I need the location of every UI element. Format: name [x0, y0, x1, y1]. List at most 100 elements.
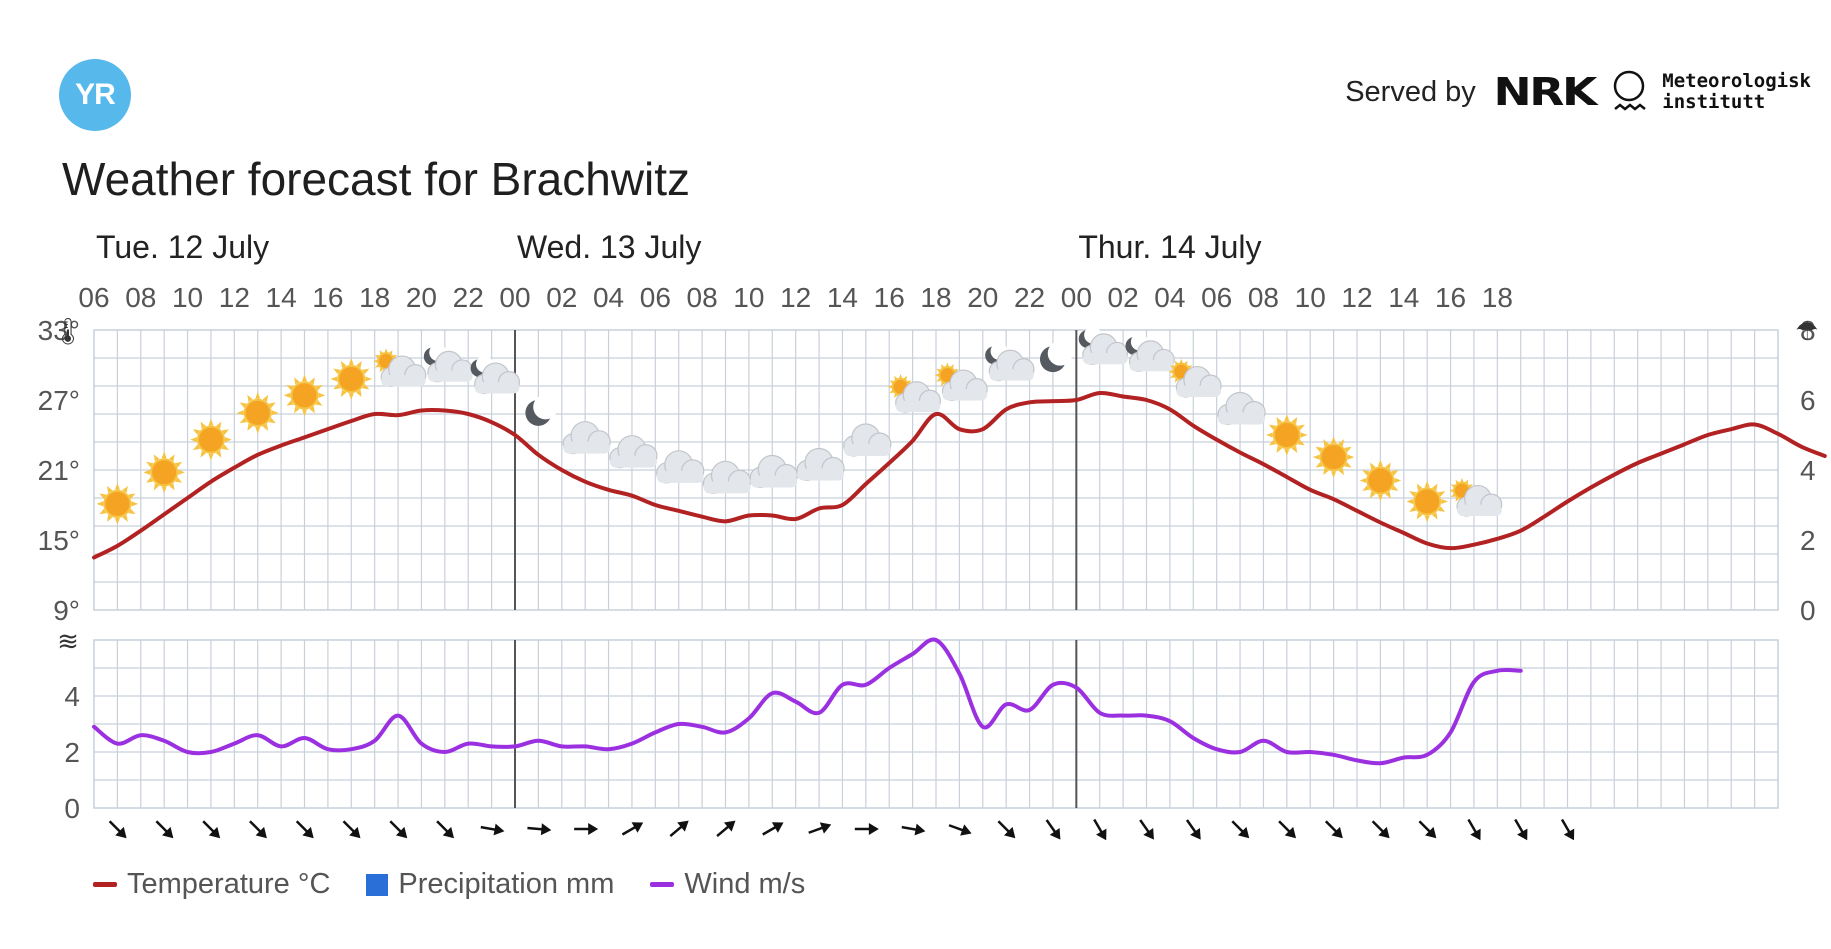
wind-arrow-icon — [249, 820, 267, 839]
wind-arrow-icon — [202, 820, 221, 839]
hour-label: 04 — [1154, 282, 1185, 313]
wind-arrow-icon — [901, 823, 926, 836]
hour-label: 18 — [920, 282, 951, 313]
day-label: Thur. 14 July — [1078, 229, 1261, 265]
precip-axis-label: 0 — [1800, 595, 1816, 626]
wind-axis-label: 4 — [64, 681, 80, 712]
partly-cloudy-night-icon — [427, 350, 474, 383]
wind-arrow-icon — [1371, 820, 1390, 839]
legend-temperature[interactable]: Temperature °C — [93, 868, 330, 901]
hour-label: 16 — [874, 282, 905, 313]
wind-swatch — [650, 882, 675, 887]
page-title: Weather forecast for Brachwitz — [62, 153, 691, 205]
partly-cloudy-night-icon — [1082, 333, 1129, 365]
legend: Temperature °C Precipitation mm Wind m/s — [93, 868, 805, 901]
hour-label: 14 — [1388, 282, 1419, 313]
hour-label: 22 — [453, 282, 484, 313]
temperature-swatch — [93, 882, 117, 887]
wind-arrow-icon — [389, 820, 408, 839]
cloud-icon — [843, 423, 892, 457]
wind-arrow-icon — [669, 820, 689, 838]
hour-label: 18 — [359, 282, 390, 313]
precip-axis-label: 2 — [1800, 525, 1816, 556]
hour-label: 02 — [546, 282, 577, 313]
partly-cloudy-night-icon — [1128, 340, 1175, 372]
cloud-icon — [609, 435, 658, 469]
wind-arrow-icon — [1514, 818, 1528, 841]
wind-arrow-icon — [1045, 819, 1061, 840]
wind-arrow-icon — [1560, 818, 1575, 841]
yr-logo[interactable]: YR — [59, 59, 131, 131]
wind-arrow-icon — [1139, 819, 1154, 840]
wind-icon: ≋ — [57, 626, 79, 656]
partly-cloudy-day-icon — [895, 381, 941, 413]
legend-wind[interactable]: Wind m/s — [650, 868, 805, 901]
partly-cloudy-night-icon — [988, 349, 1035, 382]
day-label: Wed. 13 July — [517, 229, 701, 265]
wind-arrow-icon — [1185, 819, 1201, 840]
partly-cloudy-day-icon — [941, 369, 988, 402]
moon-icon — [525, 394, 558, 426]
wind-arrow-icon — [108, 820, 127, 839]
wind-arrow-icon — [1324, 820, 1343, 839]
met-line1: Meteorologisk — [1662, 70, 1811, 92]
umbrella-icon: ☂ — [1795, 316, 1818, 346]
hour-label: 14 — [827, 282, 858, 313]
temp-axis-label: 21° — [38, 455, 80, 486]
sun-icon — [143, 451, 185, 494]
temp-axis-label: 33° — [38, 315, 80, 346]
wind-axis-label: 0 — [64, 793, 80, 824]
nrk-logo[interactable]: NRK — [1493, 70, 1597, 114]
wind-arrow-icon — [342, 820, 361, 839]
hour-label: 12 — [780, 282, 811, 313]
wind-arrow-icon — [997, 820, 1016, 839]
wind-arrow-icon — [948, 824, 972, 836]
hour-label: 00 — [499, 282, 530, 313]
hour-label: 20 — [967, 282, 998, 313]
sun-icon — [1266, 414, 1308, 456]
temp-axis-label: 15° — [38, 525, 80, 556]
hour-label: 08 — [1248, 282, 1279, 313]
temp-axis-label: 27° — [38, 385, 80, 416]
legend-precipitation-label: Precipitation mm — [398, 868, 615, 900]
sun-icon — [96, 483, 139, 525]
cloud-icon — [656, 450, 705, 484]
hour-label: 20 — [406, 282, 437, 313]
precipitation-swatch — [366, 873, 389, 896]
sun-icon — [1312, 436, 1355, 478]
partly-cloudy-day-icon — [380, 355, 427, 388]
cloud-icon — [796, 447, 845, 482]
served-by-label: Served by — [1345, 75, 1476, 108]
hour-label: 18 — [1482, 282, 1513, 313]
wind-arrow-icon — [295, 820, 314, 839]
wind-arrow-icon — [155, 820, 174, 839]
legend-precipitation[interactable]: Precipitation mm — [366, 868, 614, 901]
moon-icon — [1039, 340, 1073, 373]
hour-label: 14 — [266, 282, 297, 313]
served-by: Served by NRK Meteorologisk institutt — [1345, 70, 1811, 114]
cloud-icon — [1217, 391, 1266, 426]
hour-label: 04 — [593, 282, 624, 313]
partly-cloudy-night-icon — [474, 362, 520, 395]
day-label: Tue. 12 July — [96, 229, 269, 265]
partly-cloudy-day-icon — [1175, 365, 1222, 398]
cloud-icon — [702, 460, 752, 494]
wind-line — [92, 637, 1523, 766]
hour-label: 12 — [1341, 282, 1372, 313]
wind-arrow-icon — [1278, 820, 1297, 839]
precip-axis-label: 4 — [1800, 455, 1816, 486]
hour-label: 06 — [1201, 282, 1232, 313]
wind-axis-label: 2 — [64, 737, 80, 768]
cloud-icon — [562, 421, 611, 455]
thermometer-icon: 🌡 — [51, 316, 84, 346]
hour-label: 16 — [1435, 282, 1466, 313]
hour-label: 12 — [219, 282, 250, 313]
hour-label: 10 — [1295, 282, 1326, 313]
temp-axis-label: 9° — [53, 595, 80, 626]
wind-arrow-icon — [1467, 818, 1481, 841]
sun-icon — [236, 392, 279, 434]
met-logo[interactable]: Meteorologisk institutt — [1612, 70, 1811, 114]
sun-icon — [330, 358, 373, 400]
precip-axis-label: 8 — [1800, 315, 1816, 346]
hour-label: 10 — [733, 282, 764, 313]
